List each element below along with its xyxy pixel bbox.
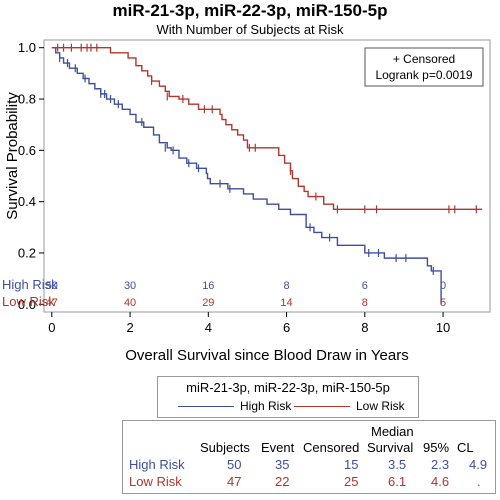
at-risk-count: 8 xyxy=(283,280,289,292)
stats-cell: 22 xyxy=(275,474,290,489)
stats-group-low-risk: Low Risk xyxy=(129,474,182,489)
stats-header-95: 95% xyxy=(423,440,450,455)
x-tick-label: 6 xyxy=(283,320,290,335)
chart-subtitle: With Number of Subjects at Risk xyxy=(156,22,344,37)
y-tick-label: 0.8 xyxy=(18,92,36,107)
plot-frame xyxy=(43,39,491,313)
inset-logrank-label: Logrank p=0.0019 xyxy=(375,68,472,82)
stats-cell: 3.5 xyxy=(388,457,407,472)
at-risk-count: 29 xyxy=(202,297,214,309)
stats-cell: . xyxy=(477,474,481,489)
y-tick-label: 1.0 xyxy=(18,40,36,55)
at-risk-label-low-risk: Low Risk xyxy=(2,294,55,309)
legend-item-low-risk: Low Risk xyxy=(294,399,405,413)
stats-group-high-risk: High Risk xyxy=(129,457,185,472)
km-curve-low-risk xyxy=(51,46,483,211)
x-tick-label: 4 xyxy=(205,320,212,335)
x-tick-label: 10 xyxy=(436,320,450,335)
legend-line-low-risk xyxy=(294,405,350,407)
stats-header-survival: Survival xyxy=(367,440,414,455)
at-risk-count: 40 xyxy=(124,297,136,309)
legend-label-high-risk: High Risk xyxy=(240,399,292,413)
at-risk-count: 47 xyxy=(46,297,58,309)
at-risk-count: 5 xyxy=(440,297,446,309)
at-risk-count: 16 xyxy=(202,280,214,292)
legend-item-high-risk: High Risk xyxy=(178,399,291,413)
stats-header-subjects: Subjects xyxy=(200,440,250,455)
inset-censored-label: + Censored xyxy=(393,52,455,66)
legend-label-low-risk: Low Risk xyxy=(356,399,405,413)
legend-line-high-risk xyxy=(178,405,234,407)
stats-cell: 47 xyxy=(227,474,242,489)
x-tick-label: 2 xyxy=(126,320,133,335)
y-axis-label: Survival Probability xyxy=(4,92,21,220)
stats-header-event: Event xyxy=(261,440,295,455)
stats-cell: 15 xyxy=(344,457,359,472)
stats-header-cl: CL xyxy=(457,440,474,455)
at-risk-count: 50 xyxy=(46,280,58,292)
stats-header-median: Median xyxy=(371,424,414,439)
summary-stats-table: Median Subjects Event Censored Survival … xyxy=(122,420,496,494)
at-risk-count: 30 xyxy=(124,280,136,292)
stats-cell: 2.3 xyxy=(431,457,450,472)
stats-cell: 25 xyxy=(344,474,359,489)
stats-header-censored: Censored xyxy=(303,440,360,455)
at-risk-count: 0 xyxy=(440,280,446,292)
stats-cell: 35 xyxy=(275,457,290,472)
at-risk-count: 8 xyxy=(362,297,368,309)
chart-title: miR-21-3p, miR-22-3p, miR-150-5p xyxy=(112,1,388,20)
x-tick-label: 0 xyxy=(48,320,55,335)
y-tick-label: 0.4 xyxy=(18,194,36,209)
km-curve-high-risk xyxy=(51,46,442,305)
y-tick-label: 0.6 xyxy=(18,143,36,158)
legend-title: miR-21-3p, miR-22-3p, miR-150-5p xyxy=(186,380,390,395)
at-risk-count: 14 xyxy=(280,297,292,309)
legend: miR-21-3p, miR-22-3p, miR-150-5p High Ri… xyxy=(157,376,419,418)
stats-cell: 4.9 xyxy=(469,457,488,472)
stats-cell: 6.1 xyxy=(388,474,407,489)
at-risk-label-high-risk: High Risk xyxy=(2,277,58,292)
y-tick-label: 0.2 xyxy=(18,245,36,260)
at-risk-count: 6 xyxy=(362,280,368,292)
stats-cell: 4.6 xyxy=(431,474,450,489)
inset-box xyxy=(364,47,484,87)
x-tick-label: 8 xyxy=(361,320,368,335)
stats-cell: 50 xyxy=(227,457,242,472)
x-axis-label: Overall Survival since Blood Draw in Yea… xyxy=(125,347,408,364)
y-tick-label: 0.0 xyxy=(18,297,36,312)
